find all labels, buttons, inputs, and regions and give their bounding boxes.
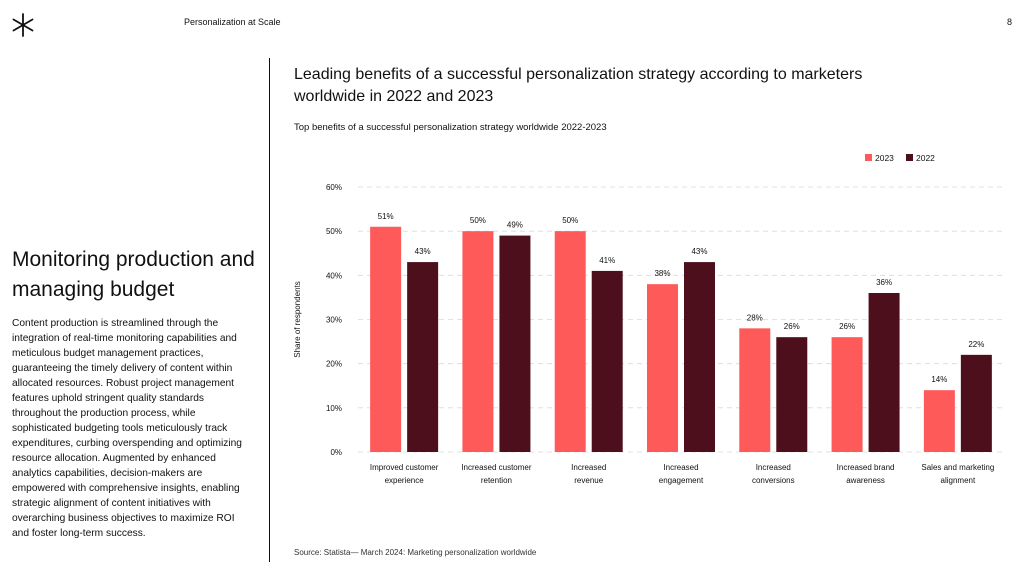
x-tick-label: Increased	[756, 463, 791, 472]
y-tick-label: 0%	[330, 448, 342, 457]
y-axis-label: Share of respondents	[293, 281, 302, 358]
x-tick-label: alignment	[941, 476, 976, 485]
bar-2022	[684, 262, 715, 452]
bar-2023	[370, 226, 402, 452]
bar-2023	[647, 284, 678, 452]
bar-2023	[739, 328, 771, 452]
data-label: 43%	[415, 247, 431, 256]
data-label: 41%	[599, 256, 615, 265]
page-number: 8	[1006, 17, 1012, 27]
bar-2022	[407, 262, 439, 452]
legend-swatch-2023	[865, 154, 872, 161]
x-tick-label: Sales and marketing	[921, 463, 994, 472]
bar-2022	[868, 293, 900, 452]
x-tick-label: conversions	[752, 476, 795, 485]
bar-2023	[923, 390, 955, 452]
data-label: 50%	[470, 216, 486, 225]
legend-swatch-2022	[906, 154, 913, 161]
y-tick-label: 50%	[326, 227, 342, 236]
document-title: Personalization at Scale	[184, 17, 281, 27]
bar-chart: 0% 10% 20% 30% 40% 50% 60% Share of respondents…	[293, 153, 1004, 485]
y-tick-label: 30%	[326, 316, 342, 325]
data-label: 14%	[931, 375, 947, 384]
data-label: 26%	[784, 322, 800, 331]
data-label: 43%	[691, 247, 707, 256]
x-tick-label: Increased	[663, 463, 698, 472]
bar-2023	[831, 337, 863, 452]
x-tick-label: Improved customer	[370, 463, 439, 472]
x-tick-label: Increased	[571, 463, 606, 472]
bar-2023	[554, 231, 586, 452]
bar-2022	[960, 354, 992, 452]
bar-2022	[776, 337, 808, 452]
data-label: 26%	[839, 322, 855, 331]
data-label: 36%	[876, 278, 892, 287]
bar-2023	[462, 231, 494, 452]
data-label: 28%	[747, 313, 763, 322]
x-tick-label: retention	[481, 476, 512, 485]
data-label: 51%	[378, 212, 394, 221]
section-body-text: Content production is streamlined throug…	[12, 318, 242, 539]
data-label: 49%	[507, 221, 523, 230]
x-tick-label: revenue	[574, 476, 603, 485]
y-tick-label: 10%	[326, 404, 342, 413]
y-tick-label: 60%	[326, 183, 342, 192]
x-tick-label: experience	[385, 476, 425, 485]
column-divider	[269, 58, 270, 562]
x-tick-label: engagement	[659, 476, 704, 485]
chart-title: Leading benefits of a successful persona…	[294, 66, 863, 105]
data-label: 50%	[562, 216, 578, 225]
y-tick-label: 20%	[326, 360, 342, 369]
asterisk-logo-icon	[12, 13, 34, 37]
y-tick-label: 40%	[326, 271, 342, 280]
x-tick-label: Increased brand	[837, 463, 895, 472]
section-heading: Monitoring production and managing budge…	[12, 248, 255, 301]
source-note: Source: Statista— March 2024: Marketing …	[294, 548, 537, 557]
x-tick-label: awareness	[846, 476, 885, 485]
x-tick-label: Increased customer	[461, 463, 532, 472]
chart-subtitle: Top benefits of a successful personaliza…	[294, 122, 607, 133]
legend-label-2022: 2022	[916, 153, 935, 163]
data-label: 22%	[968, 340, 984, 349]
legend-label-2023: 2023	[875, 153, 894, 163]
data-label: 38%	[654, 269, 670, 278]
bar-2022	[499, 235, 531, 452]
bar-2022	[591, 270, 623, 452]
